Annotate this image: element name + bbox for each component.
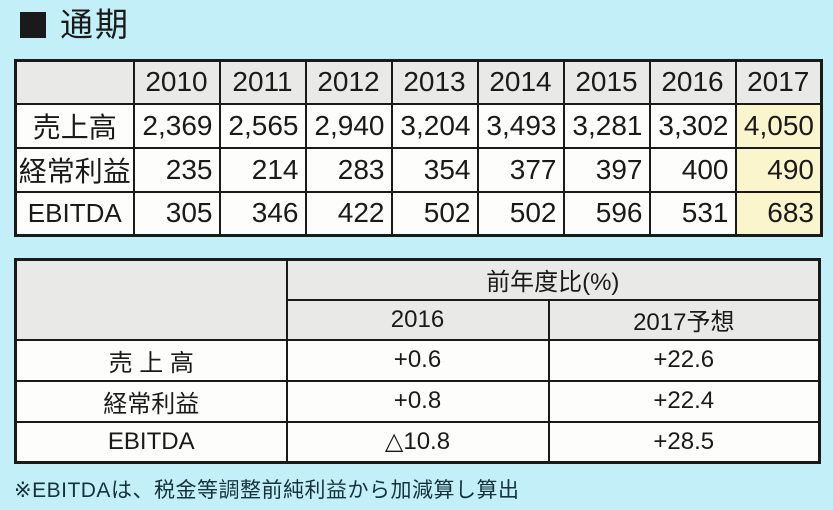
value-cell: 596 [562, 190, 651, 237]
value-cell: 422 [304, 190, 393, 237]
value-cell: 283 [304, 146, 393, 193]
annual-row-ebitda: EBITDA 305 346 422 502 502 596 531 683 [14, 190, 823, 237]
value-cell: 531 [648, 190, 737, 237]
value-cell: 2,369 [132, 102, 221, 149]
value-cell-forecast: 4,050 [734, 102, 823, 149]
value-cell: 2,565 [218, 102, 307, 149]
yoy-comparison-table: 前年度比(%) 2016 2017予想 売 上 高 +0.6 +22.6 経常利… [14, 258, 822, 464]
value-cell: +28.5 [547, 420, 821, 464]
year-header-2015: 2015 [562, 59, 651, 105]
value-cell: 3,281 [562, 102, 651, 149]
row-label-ordinary-income: 経常利益 [14, 379, 288, 423]
value-cell: 377 [476, 146, 565, 193]
yoy-group-header-row: 前年度比(%) [14, 258, 821, 341]
value-cell: 235 [132, 146, 221, 193]
yoy-subheader-row: 2016 2017予想 [16, 298, 821, 341]
value-cell: △10.8 [285, 420, 550, 464]
value-cell: 2,940 [304, 102, 393, 149]
value-cell: 305 [132, 190, 221, 237]
value-cell: +0.8 [285, 379, 550, 423]
annual-row-ordinary-income: 経常利益 235 214 283 354 377 397 400 490 [14, 146, 823, 193]
yoy-row-ordinary-income: 経常利益 +0.8 +22.4 [14, 379, 821, 423]
yoy-group-header: 前年度比(%) [285, 258, 821, 301]
row-label-sales: 売上高 [14, 102, 135, 149]
value-cell: 3,493 [476, 102, 565, 149]
year-header-2017: 2017 [734, 59, 823, 105]
annual-row-sales: 売上高 2,369 2,565 2,940 3,204 3,493 3,281 … [14, 102, 823, 149]
yoy-row-sales: 売 上 高 +0.6 +22.6 [14, 338, 821, 382]
year-header-2016: 2016 [648, 59, 737, 105]
value-cell-forecast: 683 [734, 190, 823, 237]
footnote: ※EBITDAは、税金等調整前純利益から加減算し算出 [14, 479, 520, 502]
annual-header-row: 2010 2011 2012 2013 2014 2015 2016 2017 [14, 59, 823, 105]
row-label-ebitda: EBITDA [14, 420, 288, 464]
page-title-text: 通期 [60, 6, 130, 43]
yoy-corner-cell [14, 258, 288, 341]
year-header-2011: 2011 [218, 59, 307, 105]
value-cell: +0.6 [285, 338, 550, 382]
row-label-sales: 売 上 高 [14, 338, 288, 382]
year-header-2010: 2010 [132, 59, 221, 105]
year-header-2012: 2012 [304, 59, 393, 105]
value-cell: 3,302 [648, 102, 737, 149]
yoy-header-2017-forecast: 2017予想 [547, 298, 821, 341]
value-cell: 346 [218, 190, 307, 237]
value-cell: 214 [218, 146, 307, 193]
page-title: 通期 [20, 8, 130, 41]
annual-corner-cell [14, 59, 135, 105]
value-cell: 502 [476, 190, 565, 237]
row-label-ebitda: EBITDA [14, 190, 135, 237]
year-header-2014: 2014 [476, 59, 565, 105]
row-label-ordinary-income: 経常利益 [14, 146, 135, 193]
value-cell: 397 [562, 146, 651, 193]
value-cell: 354 [390, 146, 479, 193]
annual-results-table: 2010 2011 2012 2013 2014 2015 2016 2017 … [14, 59, 823, 237]
value-cell: +22.6 [547, 338, 821, 382]
title-square-bullet-icon [20, 11, 46, 38]
year-header-2013: 2013 [390, 59, 479, 105]
value-cell-forecast: 490 [734, 146, 823, 193]
yoy-header-2016: 2016 [285, 298, 550, 341]
value-cell: 3,204 [390, 102, 479, 149]
value-cell: 400 [648, 146, 737, 193]
value-cell: +22.4 [547, 379, 821, 423]
yoy-row-ebitda: EBITDA △10.8 +28.5 [14, 420, 821, 464]
value-cell: 502 [390, 190, 479, 237]
